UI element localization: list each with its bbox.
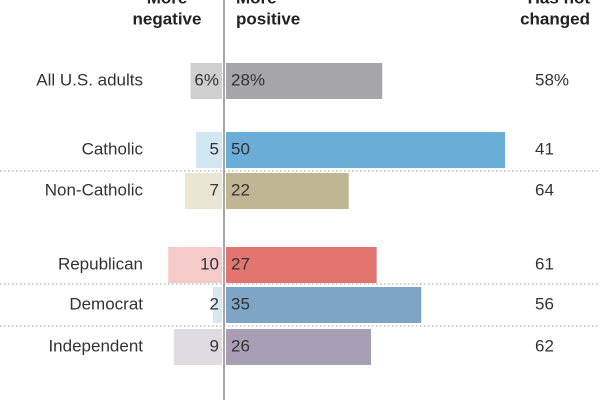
bar-negative [173,329,222,365]
value-label: 62 [535,336,554,355]
category-label: Non-Catholic [45,180,144,199]
category-label: Republican [58,254,143,273]
value-label: 2 [210,294,219,313]
bar-negative [190,63,222,99]
bar-negative [168,247,222,283]
bar-positive [226,63,383,99]
column-header: More [147,0,188,7]
category-label: Independent [48,336,143,355]
value-label: 9 [210,336,219,355]
column-header: negative [133,9,202,28]
value-label: 35 [231,294,250,313]
value-label: 61 [535,254,554,273]
value-label: 7 [210,180,219,199]
bar-positive [226,132,505,168]
value-label: 41 [535,139,554,158]
value-label: 28% [231,70,265,89]
column-header: changed [520,9,590,28]
value-label: 22 [231,180,250,199]
column-header: positive [236,9,300,28]
bar-negative [184,173,222,209]
bar-positive [226,173,349,209]
column-header: Has not [528,0,591,7]
value-label: 6% [194,70,219,89]
category-label: All U.S. adults [36,70,143,89]
bar-negative [196,132,222,168]
category-label: Democrat [69,294,143,313]
value-label: 64 [535,180,554,199]
value-label: 10 [200,254,219,273]
category-label: Catholic [82,139,144,158]
value-label: 26 [231,336,250,355]
column-header: More [236,0,277,7]
bar-positive [226,287,422,323]
value-label: 56 [535,294,554,313]
value-label: 27 [231,254,250,273]
bar-positive [226,247,377,283]
bar-negative [212,287,222,323]
value-label: 58% [535,70,569,89]
value-label: 5 [210,139,219,158]
value-label: 50 [231,139,250,158]
bar-positive [226,329,372,365]
